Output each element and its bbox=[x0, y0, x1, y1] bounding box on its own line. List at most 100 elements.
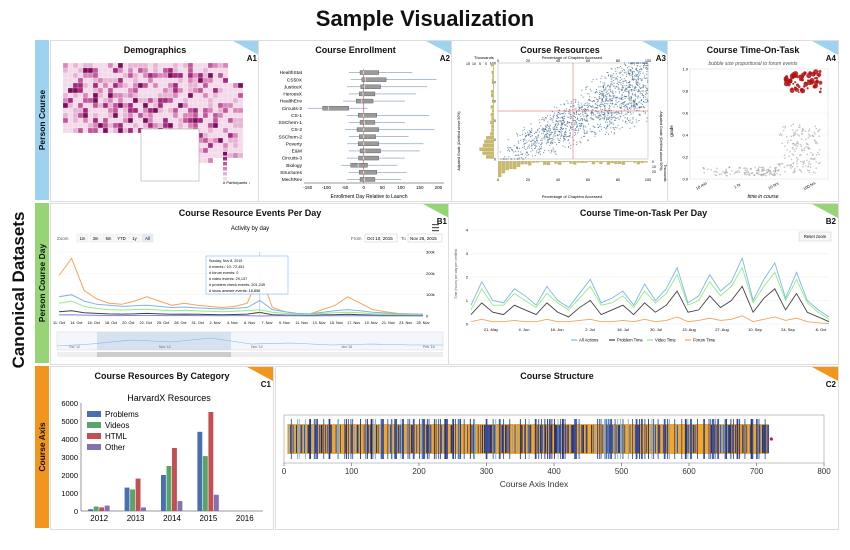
data-point bbox=[603, 100, 605, 103]
structure-marker bbox=[590, 425, 592, 453]
data-point bbox=[599, 112, 601, 114]
map-county bbox=[122, 97, 129, 104]
data-point bbox=[784, 125, 787, 128]
data-point bbox=[598, 97, 600, 99]
data-point bbox=[566, 122, 568, 124]
histogram-bar bbox=[513, 161, 517, 170]
zoom-button[interactable] bbox=[102, 233, 115, 243]
data-point bbox=[563, 117, 565, 120]
structure-marker bbox=[320, 425, 322, 453]
structure-marker bbox=[582, 425, 584, 453]
data-point bbox=[608, 113, 610, 115]
x-tick-label: -50 bbox=[342, 185, 349, 190]
data-point bbox=[533, 147, 535, 150]
data-point bbox=[789, 164, 792, 167]
map-county bbox=[92, 87, 99, 94]
x-tick-label: 11. Nov bbox=[295, 321, 308, 325]
bar bbox=[135, 478, 141, 511]
map-county bbox=[187, 92, 194, 99]
zoom-button[interactable] bbox=[89, 233, 102, 243]
map-county bbox=[87, 122, 94, 129]
data-point bbox=[538, 131, 540, 133]
data-point bbox=[536, 150, 538, 152]
map-county bbox=[112, 87, 119, 94]
zoom-button[interactable] bbox=[128, 233, 141, 243]
map-county bbox=[232, 92, 239, 99]
menu-icon[interactable] bbox=[432, 224, 439, 232]
data-point bbox=[638, 106, 640, 109]
data-point bbox=[538, 152, 540, 154]
data-point bbox=[567, 146, 570, 148]
map-county bbox=[197, 107, 204, 114]
map-county bbox=[87, 107, 94, 114]
data-point bbox=[604, 76, 606, 78]
zoom-button[interactable] bbox=[141, 233, 154, 243]
map-county bbox=[62, 67, 69, 74]
structure-marker bbox=[659, 425, 661, 453]
data-point bbox=[620, 83, 622, 85]
map-county bbox=[232, 97, 239, 104]
data-point bbox=[629, 74, 631, 77]
zoom-button[interactable] bbox=[76, 233, 89, 243]
data-point bbox=[556, 107, 558, 109]
data-point bbox=[815, 167, 818, 169]
data-point bbox=[524, 157, 527, 159]
data-point bbox=[633, 88, 636, 90]
navigator-selection[interactable] bbox=[97, 332, 231, 350]
bubble bbox=[800, 87, 804, 92]
category-label: Circuits-2 bbox=[282, 106, 303, 112]
data-point bbox=[792, 123, 795, 126]
data-point bbox=[599, 86, 601, 88]
data-point bbox=[617, 117, 619, 119]
navigator[interactable]: Oct '12 Nov '12 Dec '12 Jan '16 Feb '16 bbox=[56, 331, 444, 357]
map-county bbox=[222, 97, 229, 104]
map-county bbox=[237, 147, 244, 154]
scrollbar-thumb[interactable] bbox=[97, 352, 231, 357]
data-point bbox=[621, 87, 623, 89]
reset-zoom-button[interactable] bbox=[798, 231, 832, 242]
data-point bbox=[707, 168, 709, 171]
data-point bbox=[585, 115, 587, 117]
data-point bbox=[549, 131, 551, 133]
to-date-input[interactable] bbox=[407, 233, 443, 243]
category-label: CS-2 bbox=[291, 127, 302, 133]
data-point bbox=[633, 78, 635, 81]
data-point bbox=[574, 128, 577, 130]
structure-marker bbox=[527, 425, 529, 453]
map-county bbox=[132, 87, 139, 94]
structure-marker bbox=[658, 425, 660, 453]
data-point bbox=[583, 111, 585, 113]
data-point bbox=[586, 104, 588, 107]
map-county bbox=[97, 92, 104, 99]
data-point bbox=[593, 131, 595, 133]
map-county bbox=[217, 117, 224, 124]
map-county bbox=[92, 77, 99, 84]
data-point bbox=[603, 94, 605, 96]
data-point bbox=[525, 134, 527, 136]
data-point bbox=[568, 142, 570, 144]
from-date-input[interactable] bbox=[364, 233, 398, 243]
zoom-button[interactable] bbox=[115, 233, 128, 243]
data-point bbox=[542, 132, 545, 134]
data-point bbox=[628, 94, 630, 96]
data-point bbox=[510, 158, 512, 160]
structure-marker bbox=[304, 425, 305, 453]
data-point bbox=[542, 118, 544, 120]
data-point bbox=[613, 82, 615, 84]
structure-marker bbox=[557, 419, 559, 459]
map-county bbox=[217, 122, 224, 129]
data-point bbox=[628, 81, 630, 83]
data-point bbox=[552, 149, 554, 151]
map-county bbox=[62, 107, 69, 114]
data-point bbox=[571, 128, 573, 130]
data-point bbox=[562, 140, 565, 142]
data-point bbox=[807, 133, 810, 136]
category-label: Circuits-3 bbox=[282, 156, 303, 162]
structure-marker bbox=[713, 425, 715, 453]
navigator-scrollbar[interactable] bbox=[57, 352, 443, 357]
data-point bbox=[624, 89, 626, 91]
data-point bbox=[557, 138, 559, 140]
structure-marker bbox=[350, 419, 352, 459]
map-county bbox=[97, 117, 104, 124]
y-tick-label: 0.0 bbox=[682, 177, 688, 182]
